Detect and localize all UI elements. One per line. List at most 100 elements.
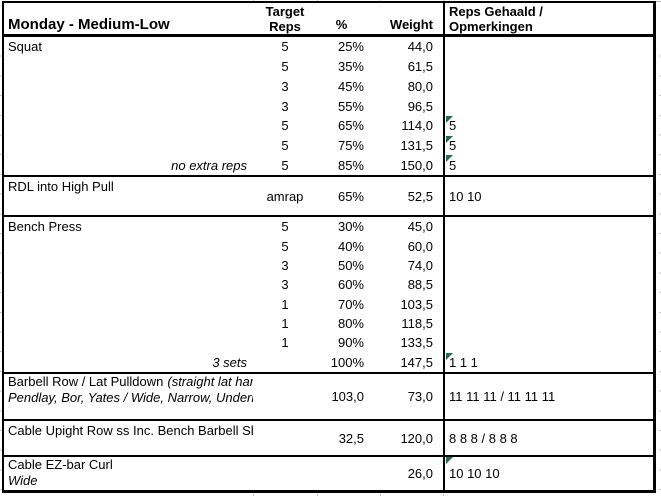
percent-cell[interactable]: 40% [337, 238, 364, 254]
target-reps-cell[interactable]: 5 [281, 39, 289, 55]
result-cell[interactable] [443, 37, 653, 57]
result-cell[interactable] [443, 236, 653, 256]
percent-cell[interactable]: 75% [337, 137, 364, 153]
exercise-name-cell[interactable] [4, 314, 253, 333]
target-reps-cell[interactable]: 1 [281, 316, 289, 332]
target-reps-cell[interactable] [253, 374, 317, 419]
results-header-cell[interactable]: Reps Gehaald / Opmerkingen [443, 3, 653, 34]
percent-cell[interactable]: 60% [337, 277, 364, 293]
target-reps-cell[interactable]: 3 [281, 257, 289, 273]
percent-cell[interactable]: 65% [337, 118, 364, 134]
result-cell[interactable] [443, 255, 653, 276]
percent-cell[interactable]: 103,0 [331, 389, 364, 404]
percent-cell[interactable]: 80% [337, 316, 364, 332]
percent-cell[interactable]: 55% [337, 98, 364, 114]
target-reps-cell[interactable] [253, 457, 317, 490]
target-reps-cell[interactable]: 5 [281, 238, 289, 254]
target-reps-cell[interactable]: 5 [281, 118, 289, 134]
target-reps-cell[interactable]: amrap [266, 188, 304, 204]
result-cell[interactable] [443, 76, 653, 97]
weight-header-cell[interactable]: Weight [380, 3, 443, 34]
day-title-cell[interactable]: Monday - Medium-Low [4, 3, 253, 34]
exercise-name-cell[interactable]: Squat [4, 37, 253, 57]
percent-header-cell[interactable]: % [317, 3, 380, 34]
target-reps-cell[interactable]: 1 [281, 335, 289, 351]
exercise-name-cell[interactable]: Barbell Row / Lat Pulldown (straight lat … [4, 374, 253, 419]
percent-cell[interactable]: 45% [337, 78, 364, 94]
percent-cell[interactable]: 50% [337, 257, 364, 273]
exercise-name-cell[interactable] [4, 236, 253, 255]
exercise-name-cell[interactable] [4, 76, 253, 96]
result-cell[interactable]: 1 1 1 [443, 352, 653, 372]
weight-cell[interactable]: 147,5 [400, 354, 433, 370]
percent-cell[interactable]: 85% [337, 157, 364, 173]
result-cell[interactable]: 5 [443, 115, 653, 136]
result-cell[interactable] [443, 313, 653, 334]
percent-cell[interactable]: 100% [330, 354, 364, 370]
weight-cell[interactable]: 96,5 [407, 98, 433, 114]
weight-cell[interactable]: 61,5 [407, 59, 433, 75]
result-cell[interactable] [443, 96, 653, 116]
result-cell[interactable]: 10 10 [443, 177, 653, 215]
result-cell[interactable]: 8 8 8 / 8 8 8 [443, 421, 653, 455]
result-cell[interactable] [443, 56, 653, 77]
weight-cell[interactable]: 45,0 [407, 219, 433, 235]
percent-cell[interactable]: 35% [337, 59, 364, 75]
exercise-name-cell[interactable] [4, 295, 253, 314]
exercise-name-cell[interactable]: Bench Press [4, 217, 253, 236]
weight-cell[interactable]: 118,5 [401, 316, 433, 332]
result-cell[interactable]: 10 10 10 [443, 457, 653, 490]
weight-cell[interactable]: 52,5 [407, 188, 433, 204]
row-note-cell[interactable]: 3 sets [212, 354, 247, 370]
weight-cell[interactable]: 74,0 [407, 257, 433, 273]
target-reps-cell[interactable]: 3 [281, 98, 289, 114]
result-cell[interactable] [443, 275, 653, 295]
target-reps-cell[interactable] [253, 353, 317, 372]
result-cell[interactable] [443, 294, 653, 314]
weight-cell[interactable]: 114,0 [401, 118, 433, 134]
percent-cell[interactable] [317, 457, 380, 490]
target-reps-header-cell[interactable]: Target Reps [253, 3, 317, 34]
exercise-name-cell[interactable]: Cable Upight Row ss Inc. Bench Barbell S… [4, 421, 253, 455]
percent-cell[interactable]: 32,5 [338, 430, 364, 446]
exercise-name-cell[interactable] [4, 116, 253, 136]
target-reps-cell[interactable]: 3 [281, 277, 289, 293]
percent-cell[interactable]: 65% [337, 188, 364, 204]
weight-cell[interactable]: 120,0 [400, 430, 433, 446]
exercise-name-cell[interactable] [4, 96, 253, 116]
weight-cell[interactable]: 80,0 [407, 78, 433, 94]
exercise-name-cell[interactable] [4, 256, 253, 275]
percent-cell[interactable]: 70% [337, 296, 364, 312]
target-reps-cell[interactable]: 1 [281, 296, 289, 312]
percent-cell[interactable]: 90% [337, 335, 364, 351]
result-cell[interactable]: 11 11 11 / 11 11 11 [443, 374, 653, 419]
target-reps-cell[interactable]: 5 [281, 137, 289, 153]
exercise-name-cell[interactable] [4, 333, 253, 352]
weight-cell[interactable]: 88,5 [407, 277, 433, 293]
percent-cell[interactable]: 30% [337, 219, 364, 235]
percent-cell[interactable]: 25% [337, 39, 364, 55]
weight-cell[interactable]: 150,0 [400, 157, 433, 173]
target-reps-cell[interactable]: 3 [281, 78, 289, 94]
exercise-name-cell[interactable]: Cable EZ-bar Curl Wide [4, 457, 253, 490]
target-reps-cell[interactable]: 5 [281, 157, 289, 173]
exercise-name-cell[interactable] [4, 136, 253, 156]
weight-cell[interactable]: 26,0 [407, 466, 433, 481]
weight-cell[interactable]: 73,0 [407, 389, 433, 404]
weight-cell[interactable]: 133,5 [400, 335, 433, 351]
target-reps-cell[interactable]: 5 [281, 59, 289, 75]
result-cell[interactable]: 5 [443, 155, 653, 176]
weight-cell[interactable]: 44,0 [407, 39, 433, 55]
result-cell[interactable]: 5 [443, 135, 653, 156]
target-reps-cell[interactable] [253, 421, 317, 455]
exercise-name-cell[interactable] [4, 275, 253, 294]
result-cell[interactable] [443, 333, 653, 353]
exercise-name-cell[interactable] [4, 57, 253, 77]
weight-cell[interactable]: 131,5 [400, 137, 433, 153]
row-note-cell[interactable]: no extra reps [171, 157, 247, 173]
exercise-name-cell[interactable]: RDL into High Pull [4, 177, 253, 215]
weight-cell[interactable]: 103,5 [400, 296, 433, 312]
result-cell[interactable] [443, 217, 653, 237]
weight-cell[interactable]: 60,0 [407, 238, 433, 254]
target-reps-cell[interactable]: 5 [281, 219, 289, 235]
